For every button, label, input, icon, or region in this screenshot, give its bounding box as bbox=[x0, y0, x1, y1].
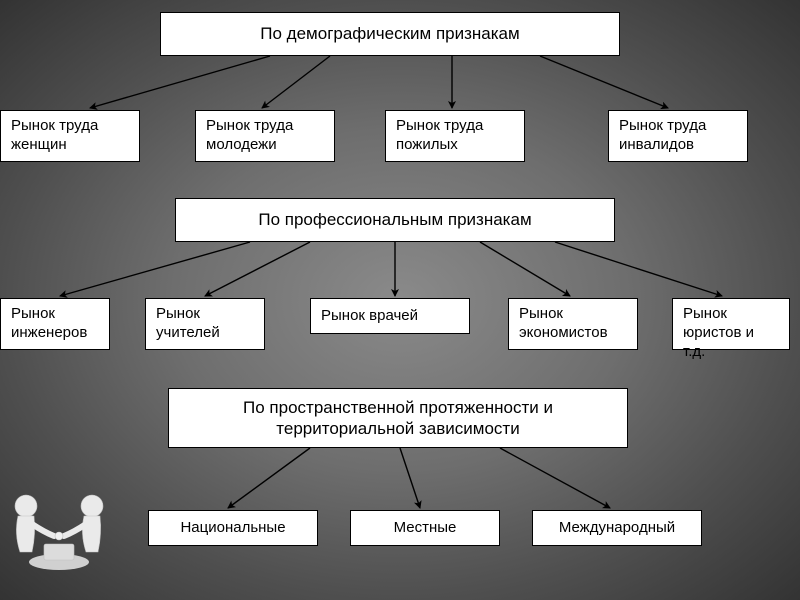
decorative-figures-icon bbox=[4, 484, 114, 574]
header-territorial-label: По пространственной протяженности и терр… bbox=[179, 397, 617, 440]
item-teachers-label: Рынок учителей bbox=[156, 305, 254, 343]
item-youth: Рынок труда молодежи bbox=[195, 110, 335, 162]
item-women-label: Рынок труда женщин bbox=[11, 117, 129, 155]
item-national-label: Национальные bbox=[180, 519, 285, 538]
header-demographic-label: По демографическим признакам bbox=[260, 23, 519, 44]
item-lawyers: Рынок юристов и т.д. bbox=[672, 298, 790, 350]
item-international-label: Международный bbox=[559, 519, 675, 538]
header-professional: По профессиональным признакам bbox=[175, 198, 615, 242]
item-economists: Рынок экономистов bbox=[508, 298, 638, 350]
item-local: Местные bbox=[350, 510, 500, 546]
item-doctors-label: Рынок врачей bbox=[321, 307, 418, 326]
item-youth-label: Рынок труда молодежи bbox=[206, 117, 324, 155]
item-engineers-label: Рынок инженеров bbox=[11, 305, 99, 343]
item-women: Рынок труда женщин bbox=[0, 110, 140, 162]
item-elderly-label: Рынок труда пожилых bbox=[396, 117, 514, 155]
item-teachers: Рынок учителей bbox=[145, 298, 265, 350]
item-disabled-label: Рынок труда инвалидов bbox=[619, 117, 737, 155]
item-disabled: Рынок труда инвалидов bbox=[608, 110, 748, 162]
item-elderly: Рынок труда пожилых bbox=[385, 110, 525, 162]
header-territorial: По пространственной протяженности и терр… bbox=[168, 388, 628, 448]
item-engineers: Рынок инженеров bbox=[0, 298, 110, 350]
item-lawyers-label: Рынок юристов и т.д. bbox=[683, 305, 779, 361]
item-doctors: Рынок врачей bbox=[310, 298, 470, 334]
diagram-container: По демографическим признакам Рынок труда… bbox=[0, 0, 800, 600]
header-demographic: По демографическим признакам bbox=[160, 12, 620, 56]
item-international: Международный bbox=[532, 510, 702, 546]
item-national: Национальные bbox=[148, 510, 318, 546]
item-local-label: Местные bbox=[394, 519, 457, 538]
header-professional-label: По профессиональным признакам bbox=[258, 209, 531, 230]
item-economists-label: Рынок экономистов bbox=[519, 305, 627, 343]
